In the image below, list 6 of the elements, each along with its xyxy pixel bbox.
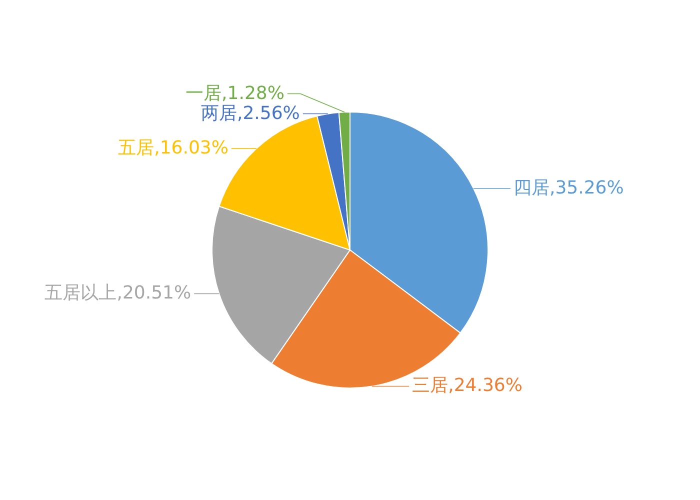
slice-label: 一居,1.28% xyxy=(186,82,284,104)
slice-label: 两居,2.56% xyxy=(200,102,300,124)
slice-label: 四居,35.26% xyxy=(513,177,624,198)
slice-label: 五居以上,20.51% xyxy=(44,282,192,304)
slice-label: 三居,24.36% xyxy=(412,375,522,396)
slice-label: 五居,16.03% xyxy=(118,138,228,159)
